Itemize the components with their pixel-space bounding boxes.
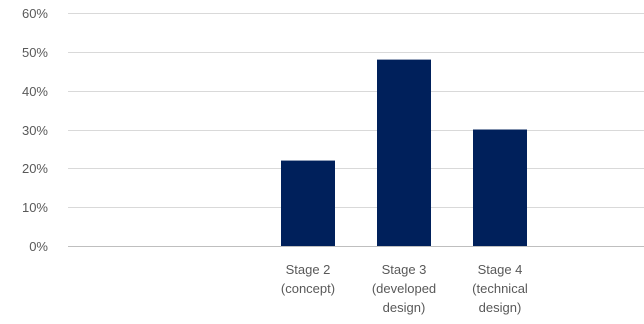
y-tick-label: 40% <box>22 84 48 99</box>
x-axis-labels: Stage 2 (concept) Stage 3 (developed design)… <box>281 262 528 315</box>
gridlines <box>68 13 644 208</box>
x-category-label-line: (developed <box>372 281 436 296</box>
x-category-label-line: design) <box>383 300 426 315</box>
y-tick-label: 10% <box>22 200 48 215</box>
bar <box>377 59 431 246</box>
bars <box>281 59 527 246</box>
x-category-label: Stage 3 (developed design) <box>372 262 436 315</box>
y-tick-label: 30% <box>22 123 48 138</box>
x-category-label: Stage 2 (concept) <box>281 262 335 296</box>
y-axis-ticks: 0% 10% 20% 30% 40% 50% 60% <box>22 6 48 254</box>
x-category-label-line: design) <box>479 300 522 315</box>
x-category-label-line: (concept) <box>281 281 335 296</box>
bar <box>473 129 527 246</box>
x-category-label-line: (technical <box>472 281 528 296</box>
y-tick-label: 60% <box>22 6 48 21</box>
y-tick-label: 0% <box>29 239 48 254</box>
y-tick-label: 20% <box>22 161 48 176</box>
x-category-label: Stage 4 (technical design) <box>472 262 528 315</box>
bar <box>281 160 335 246</box>
x-category-label-line: Stage 4 <box>478 262 523 277</box>
x-category-label-line: Stage 3 <box>382 262 427 277</box>
y-tick-label: 50% <box>22 45 48 60</box>
x-category-label-line: Stage 2 <box>286 262 331 277</box>
